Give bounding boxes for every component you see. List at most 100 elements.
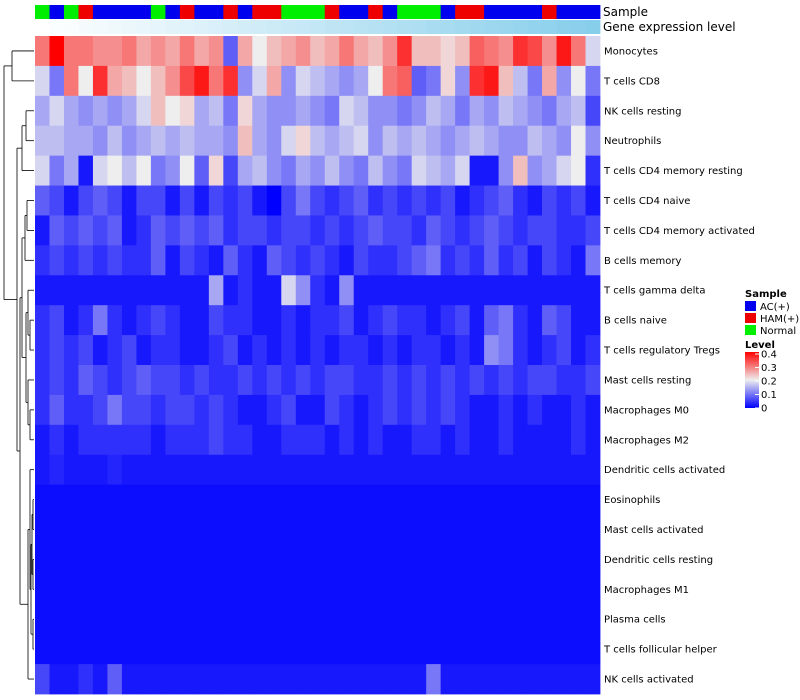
- heatmap-cell: [571, 484, 586, 515]
- heatmap-cell: [295, 95, 311, 127]
- heatmap-cell: [35, 335, 50, 366]
- heatmap-cell: [585, 275, 601, 306]
- heatmap-cell: [78, 484, 94, 515]
- heatmap-cell: [382, 574, 398, 605]
- heatmap-cell: [339, 634, 355, 665]
- heatmap-cell: [295, 634, 311, 665]
- expression-cell: [35, 20, 50, 34]
- heatmap-cell: [513, 574, 528, 605]
- heatmap-cell: [92, 155, 108, 186]
- heatmap-cell: [208, 155, 224, 186]
- heatmap-cell: [266, 275, 282, 306]
- heatmap-cell: [208, 514, 224, 545]
- heatmap-cell: [527, 215, 543, 246]
- heatmap-cell: [368, 365, 384, 396]
- heatmap-cell: [542, 634, 557, 665]
- sample-cell: [121, 5, 137, 19]
- heatmap-cell: [266, 424, 282, 456]
- heatmap-cell: [35, 484, 50, 515]
- heatmap-cell: [63, 574, 79, 605]
- heatmap-cell: [223, 454, 239, 486]
- heatmap-cell: [165, 484, 181, 515]
- heatmap-cell: [281, 36, 297, 67]
- heatmap-cell: [426, 125, 442, 157]
- heatmap-cell: [121, 365, 137, 396]
- heatmap-cell: [585, 215, 601, 246]
- heatmap-cell: [78, 215, 94, 246]
- heatmap-cell: [78, 454, 94, 486]
- row-labels: Monocytes T cells CD8 NK cells resting Neut…: [603, 46, 755, 685]
- heatmap-cell: [223, 245, 239, 276]
- heatmap-cell: [339, 335, 355, 366]
- heatmap-cell: [35, 65, 50, 97]
- heatmap-cell: [498, 335, 514, 366]
- heatmap-cell: [455, 36, 471, 67]
- heatmap-cell: [237, 484, 253, 515]
- heatmap-cell: [194, 335, 210, 366]
- heatmap-cell: [92, 544, 108, 575]
- heatmap-cell: [107, 394, 123, 426]
- heatmap-cell: [527, 245, 543, 276]
- heatmap-cell: [440, 275, 456, 306]
- heatmap-cell: [382, 245, 398, 276]
- heatmap-cell: [324, 245, 340, 276]
- heatmap-cell: [194, 544, 210, 575]
- heatmap-cell: [223, 514, 239, 545]
- row-label: B cells naive: [604, 316, 667, 327]
- heatmap-cell: [440, 65, 456, 97]
- expression-cell: [223, 20, 239, 34]
- heatmap-cell: [498, 424, 514, 456]
- heatmap-cell: [440, 484, 456, 515]
- heatmap-cell: [223, 275, 239, 306]
- heatmap-cell: [136, 544, 152, 575]
- heatmap-cell: [353, 454, 369, 486]
- heatmap-cell: [513, 544, 528, 575]
- heatmap-cell: [498, 125, 514, 157]
- heatmap-cell: [121, 125, 137, 157]
- heatmap-cell: [295, 36, 311, 67]
- row-label: T cells gamma delta: [603, 286, 705, 297]
- heatmap-cell: [455, 454, 471, 486]
- heatmap-cell: [469, 305, 485, 336]
- expression-cell: [411, 20, 427, 34]
- heatmap-cell: [150, 125, 166, 157]
- heatmap-cell: [527, 424, 543, 456]
- heatmap-cell: [252, 365, 268, 396]
- heatmap-cell: [426, 634, 442, 665]
- heatmap-cell: [63, 484, 79, 515]
- heatmap-cell: [121, 95, 137, 127]
- heatmap-cell: [498, 574, 514, 605]
- expression-cell: [585, 20, 601, 34]
- heatmap-cell: [324, 36, 340, 67]
- heatmap-cell: [281, 454, 297, 486]
- heatmap-cell: [266, 394, 282, 426]
- heatmap-cell: [397, 305, 413, 336]
- heatmap-cell: [295, 65, 311, 97]
- heatmap-cell: [571, 365, 586, 396]
- heatmap-cell: [339, 215, 355, 246]
- heatmap-cell: [339, 664, 355, 695]
- sample-cell: [484, 5, 499, 19]
- heatmap-cell: [237, 245, 253, 276]
- heatmap-cell: [136, 275, 152, 306]
- heatmap-cell: [165, 245, 181, 276]
- heatmap-cell: [469, 484, 485, 515]
- heatmap-cell: [121, 335, 137, 366]
- heatmap-cell: [194, 574, 210, 605]
- sample-cell: [49, 5, 65, 19]
- expression-cell: [324, 20, 340, 34]
- heatmap-cell: [63, 245, 79, 276]
- heatmap-cell: [165, 95, 181, 127]
- heatmap-cell: [165, 125, 181, 157]
- heatmap-cell: [63, 275, 79, 306]
- heatmap-cell: [484, 215, 499, 246]
- heatmap-cell: [92, 215, 108, 246]
- heatmap-cell: [353, 514, 369, 545]
- heatmap-cell: [368, 275, 384, 306]
- heatmap-cell: [498, 185, 514, 216]
- sample-cell: [513, 5, 528, 19]
- heatmap-cell: [295, 454, 311, 486]
- heatmap-cell: [266, 634, 282, 665]
- heatmap-cell: [281, 335, 297, 366]
